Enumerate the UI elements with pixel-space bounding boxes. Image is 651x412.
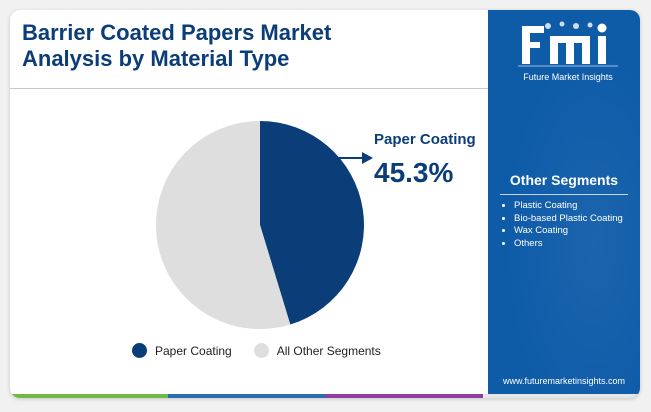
bottom-color-bar [10,394,640,398]
list-item: Bio-based Plastic Coating [514,213,640,226]
list-item: Plastic Coating [514,200,640,213]
bottom-bar-segment [10,394,168,398]
header-divider [10,88,488,89]
brand-logo: Future Market Insights [508,20,628,82]
infographic-card: Barrier Coated Papers Market Analysis by… [10,10,640,398]
bottom-bar-segment [167,394,325,398]
legend-swatch-all-other-segments [253,343,269,358]
sidebar-panel: Future Market Insights Other Segments Pl… [488,10,640,398]
callout-label: Paper Coating [374,131,476,148]
chart-title-line-1: Barrier Coated Papers Market [22,20,332,45]
chart-title-line-2: Analysis by Material Type [22,46,290,71]
legend-label-all-other-segments: All Other Segments [276,343,381,358]
callout-value: 45.3% [374,157,454,188]
pie-slice-paper-coating [260,121,364,325]
bottom-bar-segment [325,394,483,398]
legend-swatch-paper-coating [132,343,147,358]
brand-name: Future Market Insights [523,72,613,82]
other-segments-heading: Other Segments [509,172,619,188]
other-segments-list: Plastic Coating Bio-based Plastic Coatin… [502,200,640,250]
legend-label-paper-coating: Paper Coating [155,343,232,358]
fmi-logo-icon [518,21,618,67]
legend-item-paper-coating: Paper Coating [132,343,232,358]
bottom-bar-segment [482,394,640,398]
list-item: Wax Coating [514,225,640,238]
chart-title: Barrier Coated Papers Market Analysis by… [22,20,462,72]
sidebar-background-texture [488,10,640,398]
pie-slice-all-other-segments [156,121,291,329]
arrow-right-icon [330,152,373,164]
legend-item-all-other-segments: All Other Segments [253,343,381,358]
pie-chart [156,121,364,329]
list-item: Others [514,238,640,251]
sidebar-divider [500,194,628,195]
website-url: www.futuremarketinsights.com [502,376,626,386]
chart-legend: Paper Coating All Other Segments [132,343,403,358]
